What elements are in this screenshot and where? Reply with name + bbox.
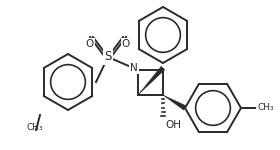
Text: CH₃: CH₃ [257,103,274,112]
Polygon shape [138,66,165,95]
Text: N: N [130,63,138,73]
Text: O: O [122,39,130,49]
Polygon shape [163,95,186,110]
Text: O: O [86,39,94,49]
Text: S: S [104,51,112,63]
Text: OH: OH [165,120,181,130]
Text: CH₃: CH₃ [27,123,43,132]
